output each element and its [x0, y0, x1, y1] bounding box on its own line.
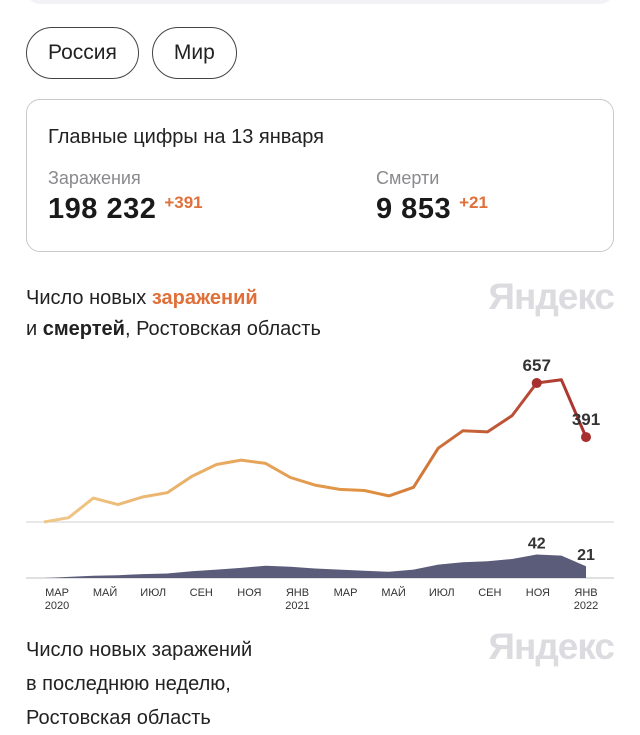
- infections-marker-2: [581, 432, 591, 443]
- infections-label-1: 657: [523, 356, 551, 375]
- x-tick-month-0: МАР: [45, 587, 69, 599]
- deaths-series: 42 21: [26, 535, 614, 579]
- yandex-logo-2: Яндекс: [488, 626, 615, 667]
- x-tick-month-3: СЕН: [190, 587, 213, 599]
- region-tabs: Россия Мир: [26, 27, 237, 79]
- weekly-title-line-2: в последнюю неделю,: [26, 673, 231, 695]
- deaths-label-2: 21: [577, 547, 595, 564]
- weekly-section-title: Число новых заражений в последнюю неделю…: [26, 633, 252, 735]
- x-tick-month-6: МАР: [334, 587, 358, 599]
- chart-title-region: , Ростовская область: [124, 318, 321, 340]
- x-tick-month-7: МАЙ: [381, 586, 405, 599]
- x-tick-year-0: 2020: [45, 600, 69, 612]
- infections-series: 657 391: [26, 356, 614, 524]
- chart-title-infections: заражений: [151, 287, 258, 309]
- x-tick-month-1: МАЙ: [93, 586, 117, 599]
- x-tick-month-4: НОЯ: [237, 587, 261, 599]
- tab-russia[interactable]: Россия: [26, 27, 139, 79]
- deaths-label: Смерти: [376, 168, 440, 188]
- infections-value: 198 232: [48, 193, 157, 225]
- x-tick-year-5: 2021: [285, 600, 309, 612]
- key-figures-card: Главные цифры на 13 января Заражения 198…: [26, 99, 614, 252]
- deaths-area: [44, 554, 586, 578]
- infections-delta: +391: [164, 193, 203, 212]
- infections-line: [43, 378, 588, 524]
- deaths-label-1: 42: [528, 535, 546, 552]
- chart-title-deaths: смертей: [42, 318, 125, 340]
- deaths-delta: +21: [459, 193, 488, 212]
- x-tick-month-2: ИЮЛ: [140, 587, 166, 599]
- chart-title: Число новых заражений и смертей, Ростовс…: [26, 283, 321, 345]
- infections-marker-1: [531, 378, 542, 389]
- chart-title-text: Число новых: [26, 287, 152, 309]
- x-tick-year-11: 2022: [574, 600, 598, 612]
- x-tick-month-11: ЯНВ: [574, 587, 597, 599]
- chart-title-text-2: и: [26, 318, 43, 340]
- deaths-value: 9 853: [376, 193, 452, 225]
- weekly-title-line-3: Ростовская область: [26, 707, 211, 729]
- key-figures-title: Главные цифры на 13 января: [48, 126, 325, 148]
- x-tick-month-9: СЕН: [478, 587, 501, 599]
- deaths-stat: Смерти 9 853 +21: [376, 168, 488, 226]
- infections-label: Заражения: [48, 168, 141, 188]
- previous-card-edge: [26, 0, 614, 4]
- x-tick-month-8: ИЮЛ: [429, 587, 455, 599]
- weekly-title-line-1: Число новых заражений: [26, 639, 253, 661]
- infections-label-2: 391: [572, 410, 600, 429]
- x-tick-month-5: ЯНВ: [286, 587, 309, 599]
- tab-world[interactable]: Мир: [151, 27, 237, 79]
- x-tick-month-10: НОЯ: [526, 587, 550, 599]
- infections-stat: Заражения 198 232 +391: [48, 168, 203, 226]
- yandex-logo: Яндекс: [488, 276, 615, 317]
